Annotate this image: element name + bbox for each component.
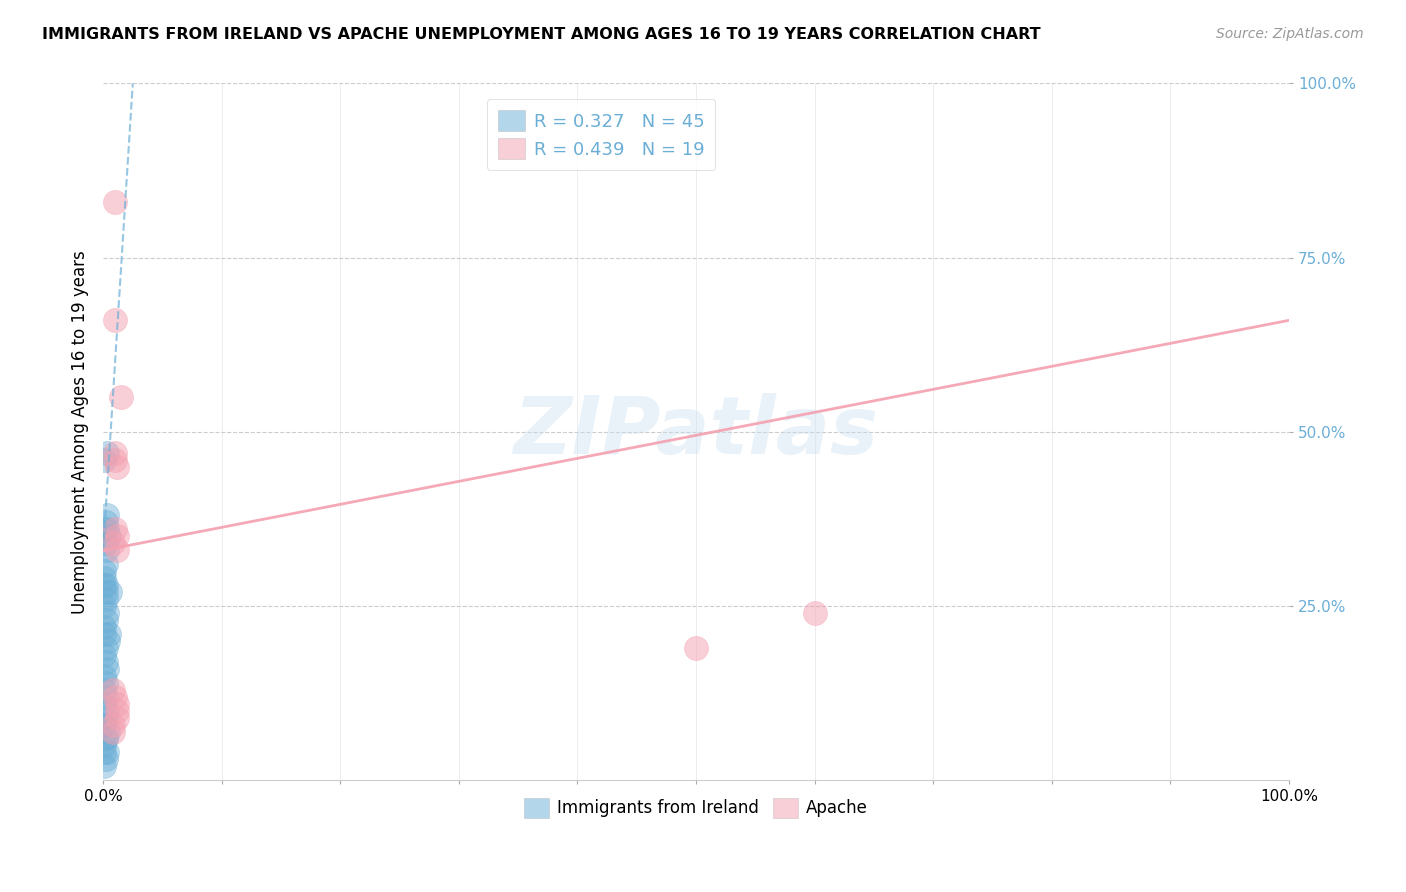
Y-axis label: Unemployment Among Ages 16 to 19 years: Unemployment Among Ages 16 to 19 years [72,250,89,614]
Text: IMMIGRANTS FROM IRELAND VS APACHE UNEMPLOYMENT AMONG AGES 16 TO 19 YEARS CORRELA: IMMIGRANTS FROM IRELAND VS APACHE UNEMPL… [42,27,1040,42]
Point [93,620,115,634]
Point [98,529,121,543]
Point [101,717,124,731]
Point [93,564,115,578]
Point [96,446,118,460]
Point [96,662,118,676]
Point [93,627,115,641]
Point [104,446,127,460]
Point [94,752,117,766]
Point [105,704,128,718]
Point [93,746,115,760]
Point [94,592,117,607]
Point [94,655,117,669]
Point [94,710,117,724]
Point [93,452,115,467]
Point [94,731,117,746]
Point [97,634,120,648]
Point [105,710,128,724]
Point [93,599,115,613]
Point [93,682,115,697]
Point [98,627,121,641]
Point [685,640,707,655]
Point [105,529,128,543]
Point [93,697,115,711]
Text: ZIPatlas: ZIPatlas [513,392,879,471]
Legend: Immigrants from Ireland, Apache: Immigrants from Ireland, Apache [517,791,875,824]
Text: Source: ZipAtlas.com: Source: ZipAtlas.com [1216,27,1364,41]
Point [93,523,115,537]
Point [97,724,120,739]
Point [93,578,115,592]
Point [94,640,117,655]
Point [94,578,117,592]
Point [93,648,115,662]
Point [96,704,118,718]
Point [101,724,124,739]
Point [104,690,127,704]
Point [94,690,117,704]
Point [94,613,117,627]
Point [94,516,117,530]
Point [803,606,825,620]
Point [94,536,117,550]
Point [96,543,118,558]
Point [96,606,118,620]
Point [104,313,127,327]
Point [104,523,127,537]
Point [105,459,128,474]
Point [93,759,115,773]
Point [93,669,115,683]
Point [96,508,118,523]
Point [104,452,127,467]
Point [105,697,128,711]
Point [93,739,115,753]
Point [94,558,117,572]
Point [101,536,124,550]
Point [101,682,124,697]
Point [110,390,132,404]
Point [93,571,115,585]
Point [96,746,118,760]
Point [96,523,118,537]
Point [94,675,117,690]
Point [93,717,115,731]
Point [93,717,115,731]
Point [98,585,121,599]
Point [104,194,127,209]
Point [94,731,117,746]
Point [105,543,128,558]
Point [94,585,117,599]
